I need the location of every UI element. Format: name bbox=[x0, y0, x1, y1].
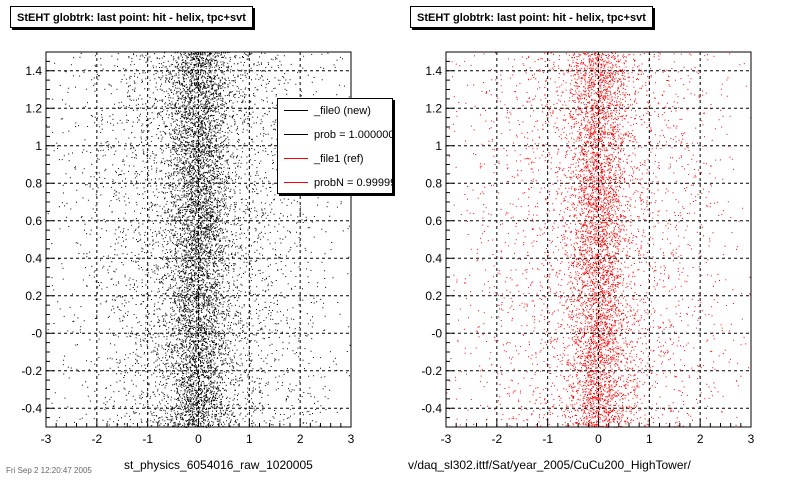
legend-line-red bbox=[284, 182, 308, 183]
y-tick-label: 0.2 bbox=[425, 289, 442, 303]
right-pad: StEHT globtrk: last point: hit - helix, … bbox=[400, 0, 800, 480]
legend-entry: _file1 (ref) bbox=[278, 147, 392, 171]
y-tick-label: 1 bbox=[35, 139, 42, 153]
y-tick-label: 0.6 bbox=[425, 214, 442, 228]
legend-entry: probN = 0.99999 bbox=[278, 171, 393, 193]
timestamp: Fri Sep 2 12:20:47 2005 bbox=[6, 466, 92, 475]
y-tick-label: -0 bbox=[31, 326, 42, 340]
y-tick-label: 0.4 bbox=[425, 251, 442, 265]
legend-line-black bbox=[284, 134, 308, 135]
legend: _file0 (new) prob = 1.000000 _file1 (ref… bbox=[277, 98, 393, 194]
x-tick-label: -3 bbox=[441, 432, 452, 446]
x-tick-label: 3 bbox=[748, 432, 755, 446]
x-tick-label: 2 bbox=[697, 432, 704, 446]
y-tick-label: -0.2 bbox=[421, 364, 442, 378]
scatter-plot-right: -3 -2 -1 0 1 2 3 -0.4 -0.2 -0 0.2 0.4 0.6 0.8 1 1.2 1.4 bbox=[421, 51, 755, 446]
y-tick-label: 1.4 bbox=[425, 64, 442, 78]
x-tick-label: -1 bbox=[542, 432, 553, 446]
legend-label: _file1 (ref) bbox=[314, 153, 364, 165]
x-tick-label: -2 bbox=[491, 432, 502, 446]
y-tick-label: 0.2 bbox=[25, 289, 42, 303]
y-tick-label: 1.2 bbox=[25, 101, 42, 115]
y-tick-label: 0.6 bbox=[25, 214, 42, 228]
y-tick-label: 1 bbox=[435, 139, 442, 153]
x-tick-label: 2 bbox=[297, 432, 304, 446]
y-tick-label: -0.4 bbox=[21, 401, 42, 415]
y-tick-label: -0.2 bbox=[21, 364, 42, 378]
legend-label: _file0 (new) bbox=[314, 105, 371, 117]
x-tick-label: 0 bbox=[195, 432, 202, 446]
legend-line-red bbox=[284, 158, 308, 159]
y-tick-label: 1.4 bbox=[25, 64, 42, 78]
x-tick-label: -3 bbox=[41, 432, 52, 446]
x-tick-label: -1 bbox=[142, 432, 153, 446]
y-tick-label: 0.8 bbox=[25, 176, 42, 190]
plot-title: StEHT globtrk: last point: hit - helix, … bbox=[10, 6, 253, 28]
y-tick-label: 0.4 bbox=[25, 251, 42, 265]
legend-label: probN = 0.99999 bbox=[314, 177, 393, 189]
legend-line-black bbox=[284, 110, 308, 111]
y-tick-label: 1.2 bbox=[425, 101, 442, 115]
x-tick-label: 3 bbox=[348, 432, 355, 446]
y-tick-label: 0.8 bbox=[425, 176, 442, 190]
x-tick-label: 0 bbox=[595, 432, 602, 446]
left-pad: StEHT globtrk: last point: hit - helix, … bbox=[6, 6, 393, 475]
y-tick-label: -0 bbox=[431, 326, 442, 340]
scatter-plot-left: -3 -2 -1 0 1 2 3 -0.4 -0.2 -0 0.2 0.4 0.6 0.8 1 1.2 1.4 bbox=[21, 51, 355, 446]
x-tick-label: 1 bbox=[246, 432, 253, 446]
y-tick-label: -0.4 bbox=[421, 401, 442, 415]
legend-entry: _file0 (new) bbox=[278, 99, 392, 123]
x-tick-label: -2 bbox=[91, 432, 102, 446]
x-tick-label: 1 bbox=[646, 432, 653, 446]
x-axis-title: v/daq_sl302.ittf/Sat/year_2005/CuCu200_H… bbox=[408, 458, 691, 472]
legend-label: prob = 1.000000 bbox=[314, 129, 393, 141]
x-axis-title: st_physics_6054016_raw_1020005 bbox=[124, 458, 313, 472]
plot-title: StEHT globtrk: last point: hit - helix, … bbox=[410, 6, 653, 28]
legend-entry: prob = 1.000000 bbox=[278, 123, 393, 147]
